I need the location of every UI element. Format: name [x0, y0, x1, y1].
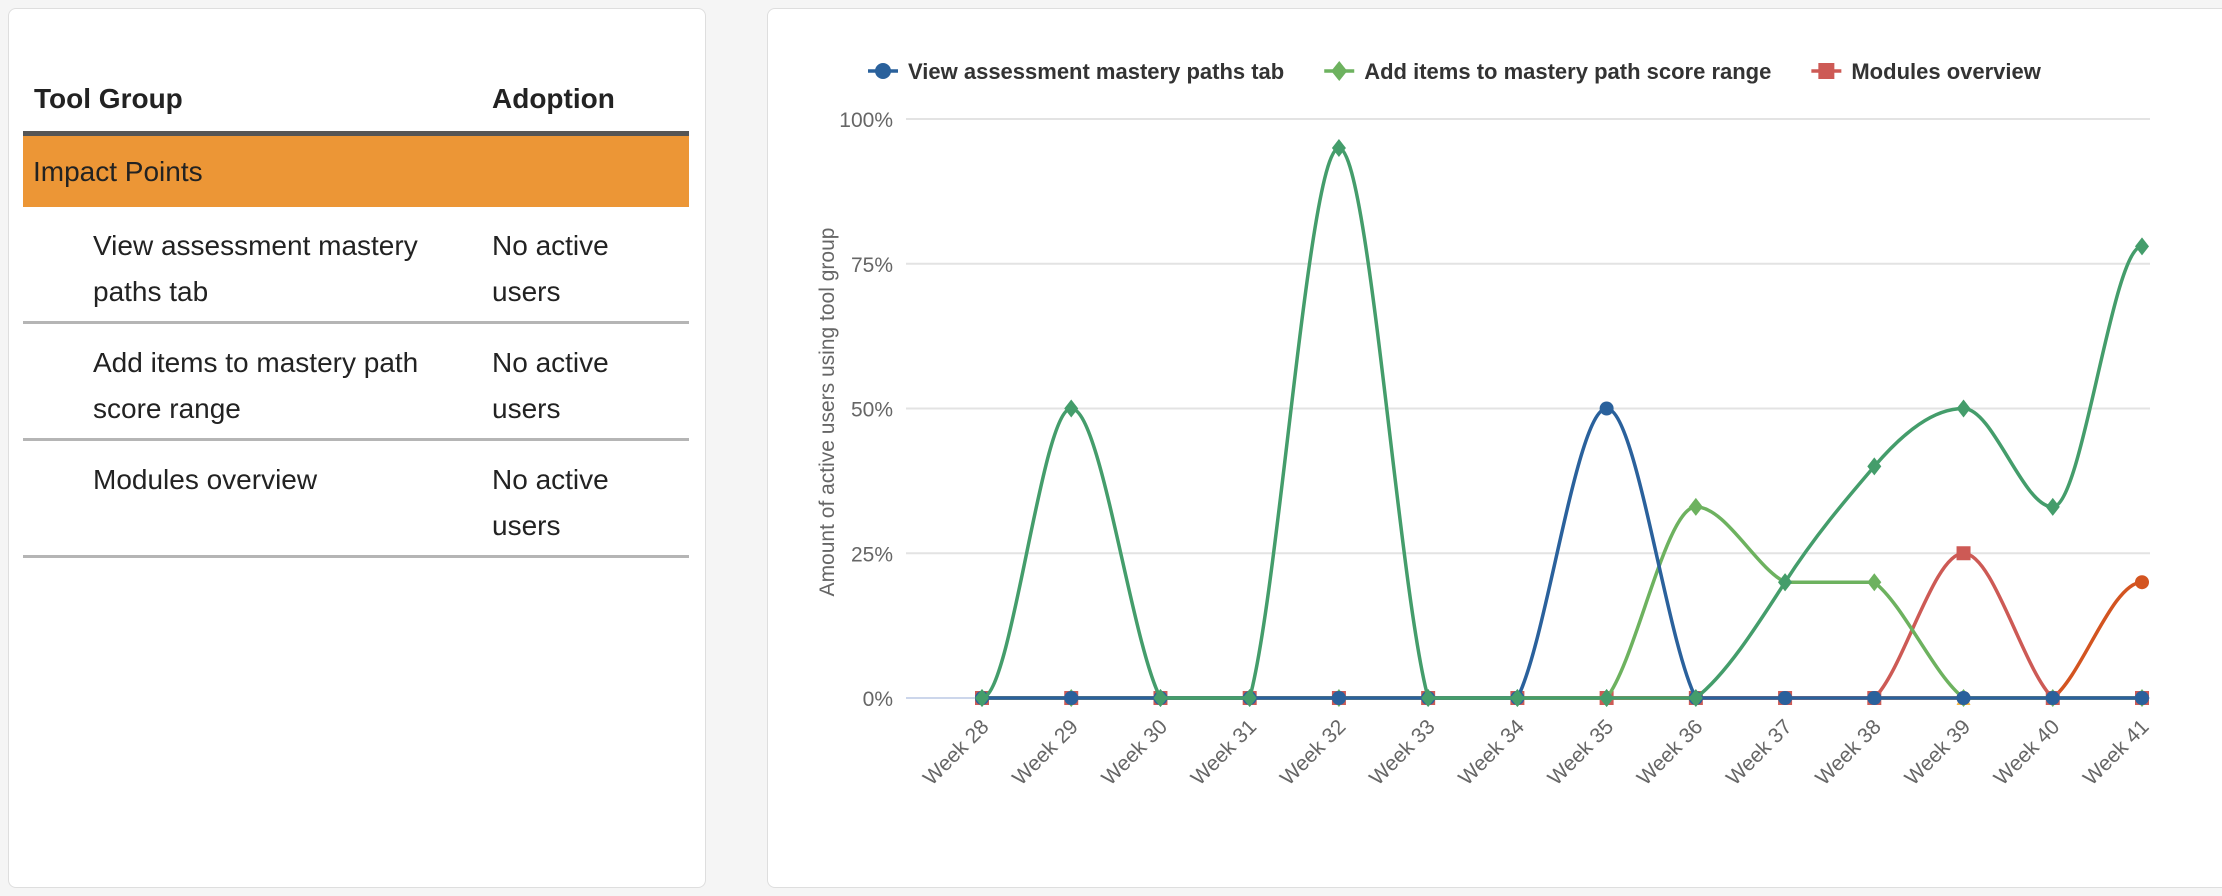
- data-point[interactable]: [1688, 689, 1703, 707]
- data-point[interactable]: [1778, 573, 1793, 592]
- data-point[interactable]: [1956, 399, 1971, 418]
- legend-item-label[interactable]: View assessment mastery paths tab: [908, 59, 1284, 84]
- tool-name: View assessment mastery paths tab: [93, 230, 418, 307]
- x-tick-label: Week 40: [1990, 715, 2065, 790]
- data-point[interactable]: [2135, 237, 2149, 256]
- data-point[interactable]: [1331, 138, 1346, 157]
- data-point[interactable]: [1599, 401, 1614, 416]
- data-point[interactable]: [1867, 573, 1882, 592]
- group-label: Impact Points: [33, 156, 203, 187]
- data-point[interactable]: [1867, 457, 1882, 476]
- tool-name: Add items to mastery path score range: [93, 347, 419, 424]
- data-point[interactable]: [1599, 689, 1614, 707]
- y-tick-label: 100%: [839, 109, 893, 132]
- y-tick-label: 75%: [851, 254, 893, 277]
- legend-diamond-icon[interactable]: [1331, 61, 1348, 81]
- data-point[interactable]: [1688, 497, 1703, 516]
- data-point[interactable]: [1778, 691, 1793, 705]
- y-tick-label: 0%: [863, 688, 893, 711]
- x-tick-label: Week 32: [1276, 715, 1351, 790]
- data-point[interactable]: [2045, 497, 2060, 516]
- data-point[interactable]: [2135, 575, 2149, 590]
- x-tick-label: Week 39: [1900, 715, 1975, 790]
- tool-group-table-card: Tool Group Adoption Impact Points View a…: [8, 8, 706, 888]
- x-tick-label: Week 28: [919, 715, 994, 790]
- x-tick-label: Week 36: [1633, 715, 1708, 790]
- x-tick-label: Week 31: [1187, 715, 1262, 790]
- series-line: [981, 146, 2143, 700]
- data-point[interactable]: [1510, 689, 1525, 707]
- x-tick-label: Week 33: [1365, 715, 1440, 790]
- adoption-value: No active users: [492, 230, 609, 307]
- legend-item-label[interactable]: Add items to mastery path score range: [1364, 59, 1771, 84]
- data-point[interactable]: [1242, 689, 1257, 707]
- data-point[interactable]: [975, 689, 989, 707]
- y-axis-title: Amount of active users using tool group: [816, 228, 839, 597]
- data-point[interactable]: [1956, 691, 1971, 705]
- data-point[interactable]: [1064, 691, 1079, 705]
- x-tick-label: Week 41: [2079, 715, 2154, 790]
- x-tick-label: Week 29: [1008, 715, 1083, 790]
- y-tick-label: 50%: [851, 399, 893, 422]
- series-line: [982, 551, 2142, 700]
- x-tick-label: Week 30: [1097, 715, 1172, 790]
- adoption-value: No active users: [492, 347, 609, 424]
- line-chart: 0% 25% 50% 75% 100% Amount of active users us…: [816, 59, 2154, 790]
- x-tick-label: Week 34: [1454, 715, 1529, 790]
- data-point[interactable]: [1331, 691, 1346, 705]
- data-point[interactable]: [2045, 691, 2060, 705]
- table-row[interactable]: Modules overview No active users: [23, 441, 689, 558]
- data-point[interactable]: [1421, 689, 1436, 707]
- data-point[interactable]: [1867, 691, 1882, 705]
- data-point[interactable]: [1153, 689, 1168, 707]
- data-point[interactable]: [1956, 546, 1971, 561]
- x-tick-label: Week 38: [1811, 715, 1886, 790]
- data-point[interactable]: [2135, 691, 2149, 705]
- chart-card: 0% 25% 50% 75% 100% Amount of active users us…: [767, 8, 2222, 888]
- header-adoption: Adoption: [492, 83, 615, 114]
- table-row[interactable]: Add items to mastery path score range No…: [23, 324, 689, 441]
- tool-name: Modules overview: [93, 464, 318, 495]
- x-tick-label: Week 37: [1722, 715, 1797, 790]
- legend-item-label[interactable]: Modules overview: [1851, 59, 2041, 84]
- series-line: [982, 580, 2143, 700]
- adoption-value: No active users: [492, 464, 609, 541]
- group-row-impact-points[interactable]: Impact Points: [23, 131, 689, 207]
- data-point[interactable]: [1064, 399, 1079, 418]
- legend-square-icon[interactable]: [1818, 63, 1835, 79]
- table-row[interactable]: View assessment mastery paths tab No act…: [23, 207, 689, 324]
- y-tick-label: 25%: [851, 543, 893, 566]
- x-tick-label: Week 35: [1544, 715, 1619, 790]
- header-tool-group: Tool Group: [34, 83, 183, 114]
- legend-circle-icon[interactable]: [875, 63, 891, 79]
